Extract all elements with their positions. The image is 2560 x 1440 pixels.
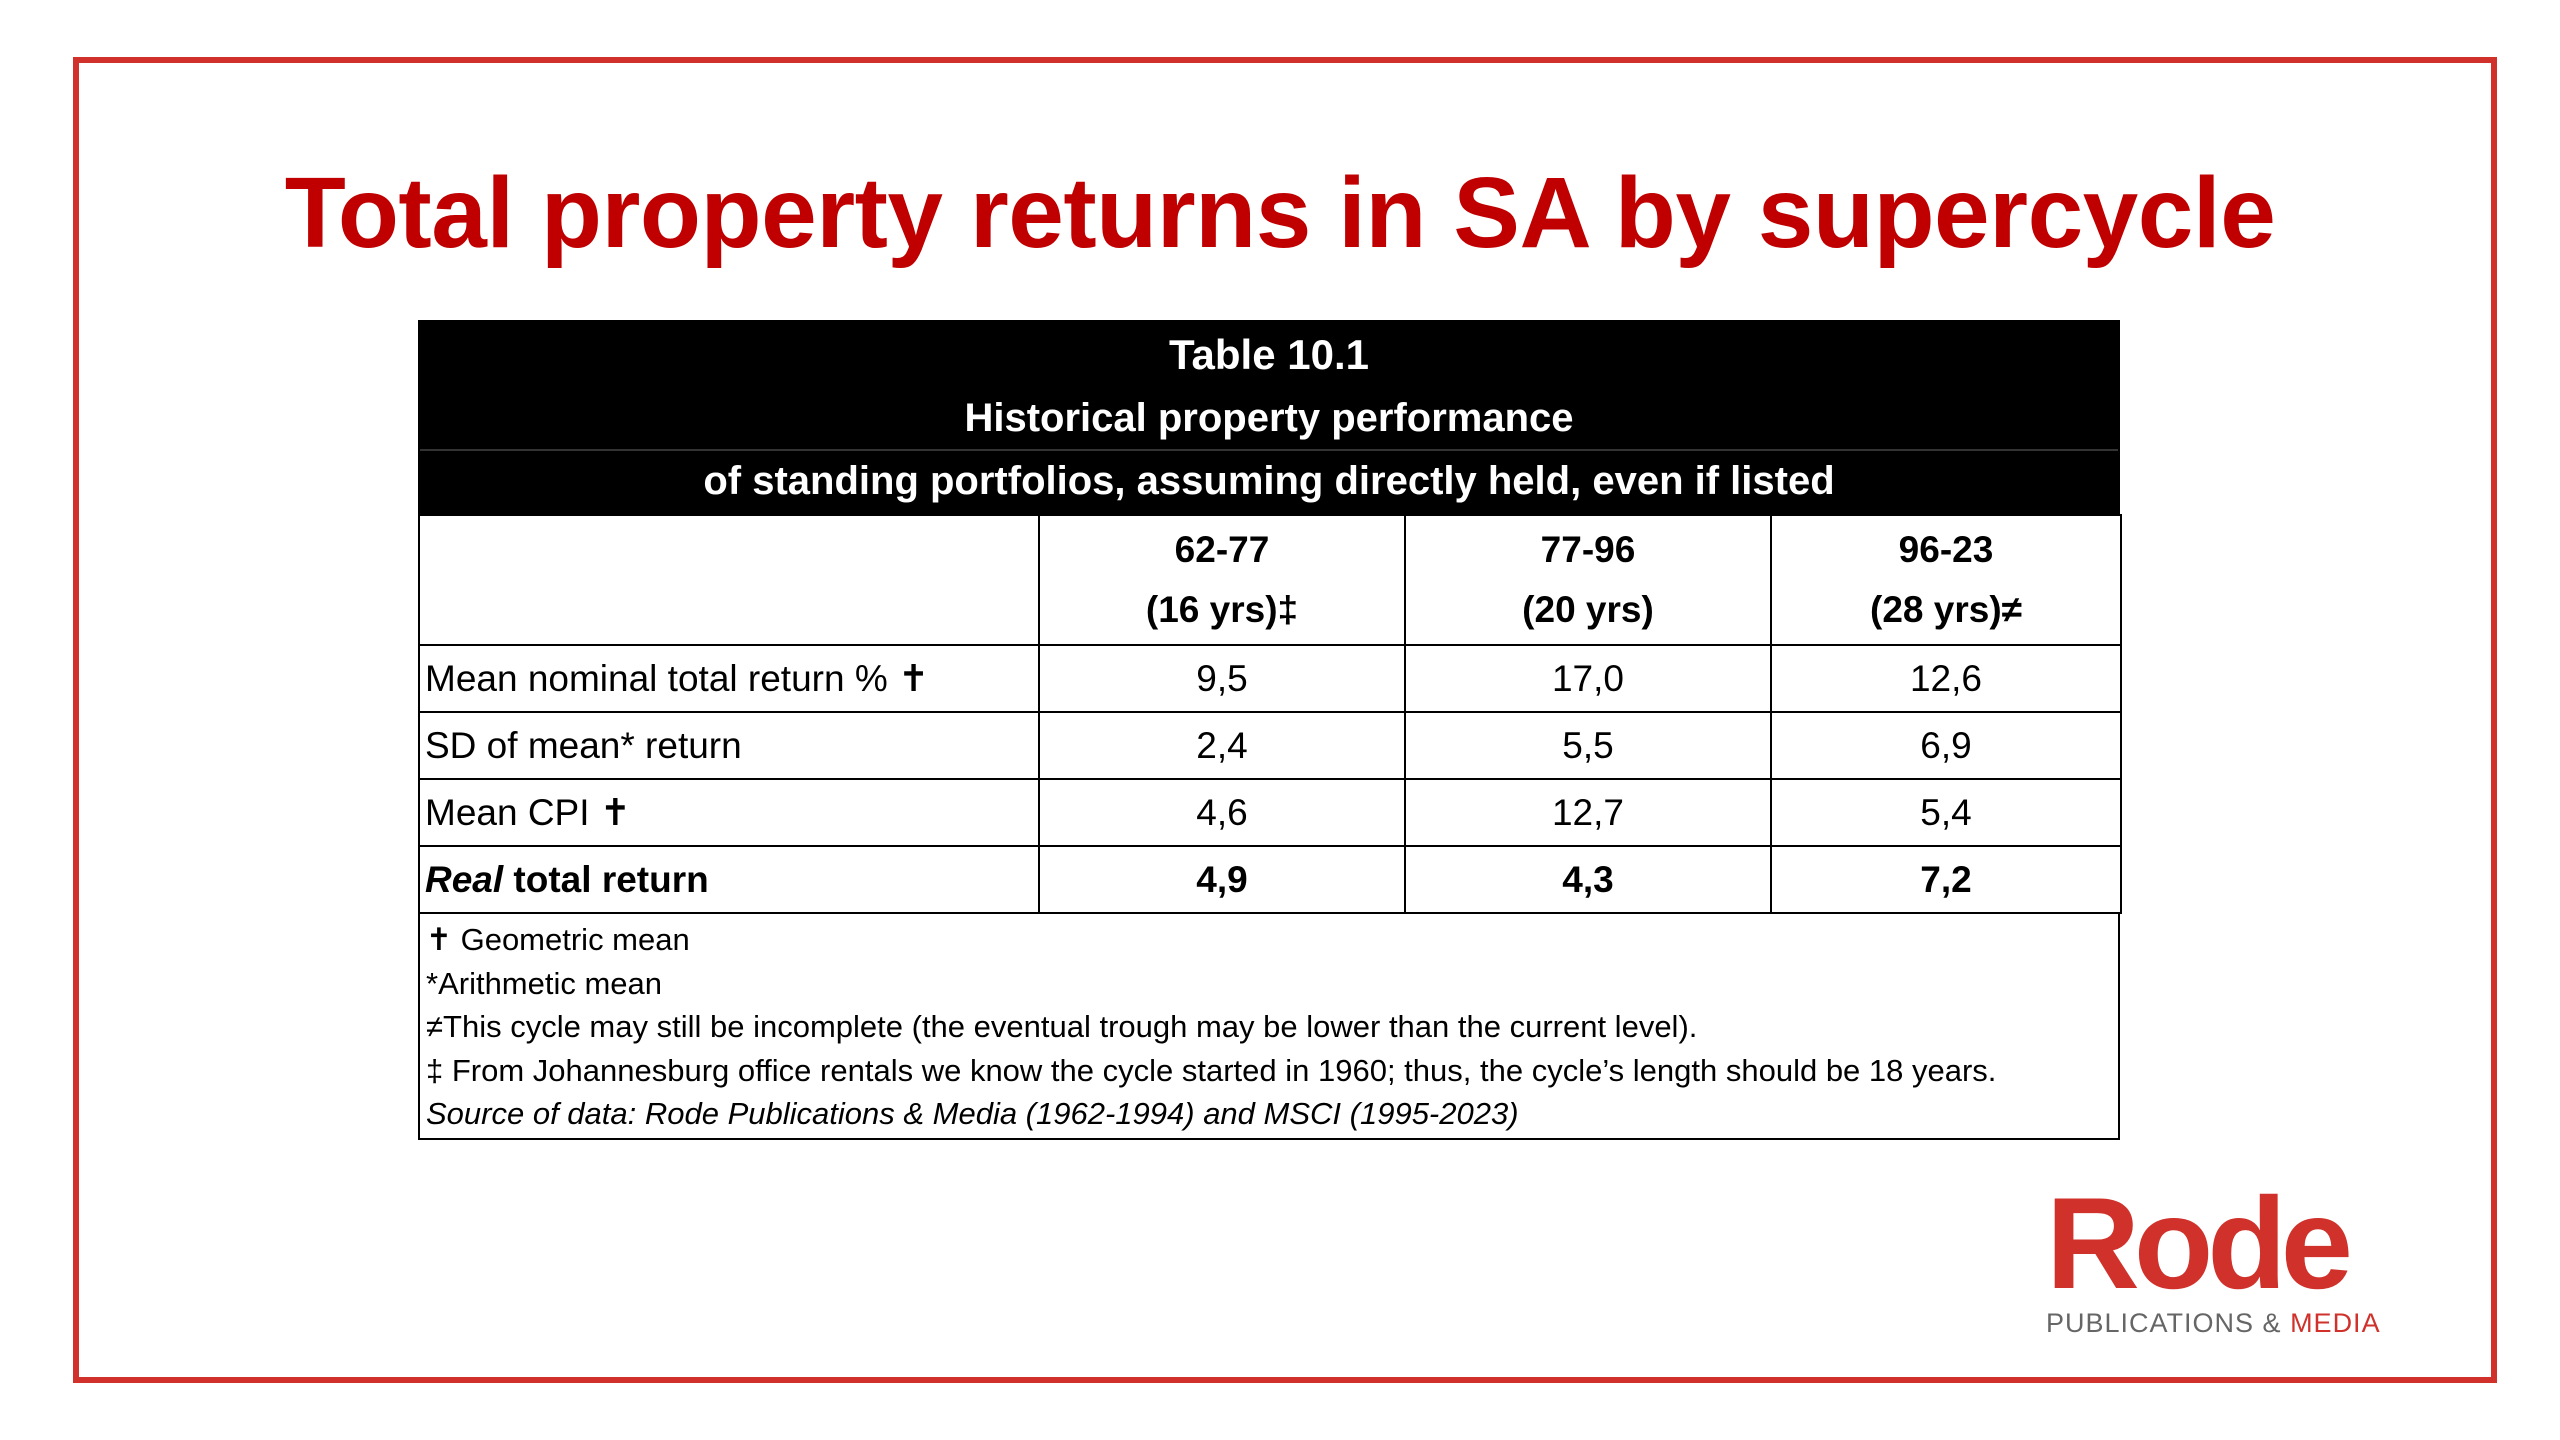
cell-value: 4,9 xyxy=(1038,845,1406,914)
rode-logo: Rode PUBLICATIONS & MEDIA xyxy=(2046,1178,2381,1340)
table-row: Mean CPI ✝ 4,6 12,7 5,4 xyxy=(418,778,2122,847)
logo-subtitle: PUBLICATIONS & MEDIA xyxy=(2046,1306,2381,1340)
table-caption-line-1: Historical property performance xyxy=(964,396,1574,440)
row-label: SD of mean* return xyxy=(418,711,1040,780)
cell-value: 17,0 xyxy=(1404,644,1772,713)
table-header: Table 10.1 Historical property performan… xyxy=(418,320,2120,514)
column-period: 77-96 xyxy=(1540,529,1636,570)
column-header-62-77: 62-77 (16 yrs)‡ xyxy=(1038,514,1406,646)
cell-value: 12,6 xyxy=(1770,644,2122,713)
row-label: Mean CPI ✝ xyxy=(418,778,1040,847)
column-years: (28 yrs)≠ xyxy=(1870,589,2022,630)
column-period: 62-77 xyxy=(1174,529,1270,570)
column-header-96-23: 96-23 (28 yrs)≠ xyxy=(1770,514,2122,646)
note-line: *Arithmetic mean xyxy=(426,965,663,1001)
source-note: Source of data: Rode Publications & Medi… xyxy=(426,1096,1519,1131)
table-row: Mean nominal total return % ✝ 9,5 17,0 1… xyxy=(418,644,2122,713)
cell-value: 9,5 xyxy=(1038,644,1406,713)
table-row: SD of mean* return 2,4 5,5 6,9 xyxy=(418,711,2122,780)
slide-title: Total property returns in SA by supercyc… xyxy=(284,157,2276,269)
note-line: ‡ From Johannesburg office rentals we kn… xyxy=(426,1052,1997,1088)
note-line: ≠This cycle may still be incomplete (the… xyxy=(426,1009,1698,1044)
table-notes: ✝ Geometric mean *Arithmetic mean ≠This … xyxy=(418,914,2120,1140)
row-label-rest: total return xyxy=(503,858,709,900)
logo-word: Rode xyxy=(2046,1170,2353,1316)
column-header-row: 62-77 (16 yrs)‡ 77-96 (20 yrs) 96-23 (28… xyxy=(418,514,2122,646)
cell-value: 2,4 xyxy=(1038,711,1406,780)
table-row-total: Real total return 4,9 4,3 7,2 xyxy=(418,845,2122,914)
cell-value: 7,2 xyxy=(1770,845,2122,914)
column-years: (20 yrs) xyxy=(1522,589,1654,630)
cell-value: 12,7 xyxy=(1404,778,1772,847)
note-line: ✝ Geometric mean xyxy=(426,922,690,957)
data-table: 62-77 (16 yrs)‡ 77-96 (20 yrs) 96-23 (28… xyxy=(418,514,2122,914)
row-label: Real total return xyxy=(418,845,1040,914)
table-caption-line-2: of standing portfolios, assuming directl… xyxy=(703,459,1835,503)
table-number: Table 10.1 xyxy=(1169,331,1369,378)
row-label: Mean nominal total return % ✝ xyxy=(418,644,1040,713)
column-period: 96-23 xyxy=(1898,529,1994,570)
cell-value: 4,3 xyxy=(1404,845,1772,914)
performance-table: Table 10.1 Historical property performan… xyxy=(418,320,2122,1140)
cell-value: 4,6 xyxy=(1038,778,1406,847)
cell-value: 5,5 xyxy=(1404,711,1772,780)
column-years: (16 yrs)‡ xyxy=(1145,589,1299,630)
corner-cell xyxy=(418,514,1040,646)
logo-subtitle-main: PUBLICATIONS & xyxy=(2046,1308,2291,1338)
column-header-77-96: 77-96 (20 yrs) xyxy=(1404,514,1772,646)
row-label-emphasis: Real xyxy=(425,858,504,900)
slide-frame xyxy=(73,57,2497,1383)
header-divider xyxy=(420,449,2118,451)
cell-value: 6,9 xyxy=(1770,711,2122,780)
cell-value: 5,4 xyxy=(1770,778,2122,847)
logo-subtitle-accent: MEDIA xyxy=(2290,1308,2381,1338)
